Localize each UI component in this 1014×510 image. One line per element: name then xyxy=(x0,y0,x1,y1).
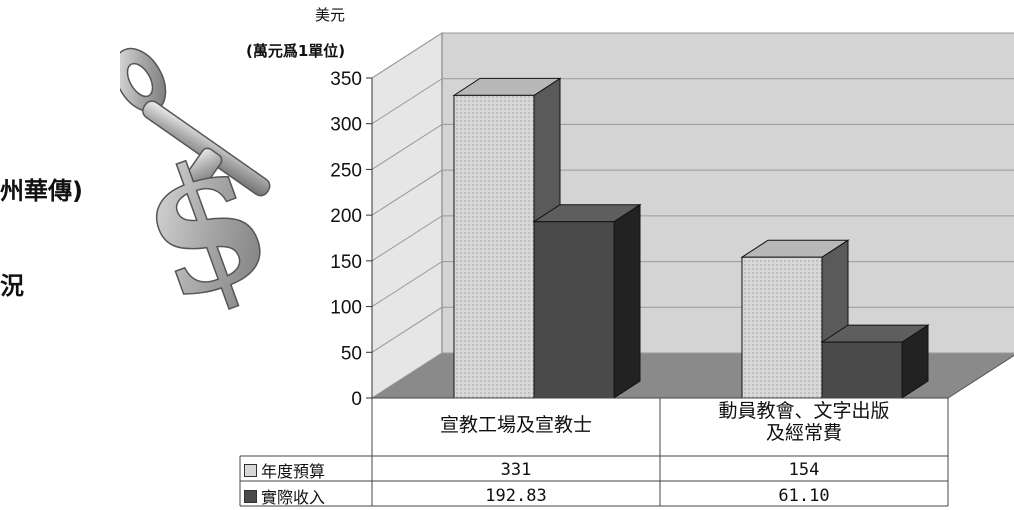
y-unit-sublabel: (萬元爲1單位) xyxy=(246,42,346,60)
category-label-0: 宣教工場及宣教士 xyxy=(372,414,660,436)
side-text-1: 州華傳) xyxy=(0,177,83,205)
grid-line xyxy=(371,169,1014,216)
y-tick-label: 350 xyxy=(330,69,362,90)
bar-front xyxy=(533,221,615,399)
category-label-1: 動員教會、文字出版 及經常費 xyxy=(660,400,948,444)
bar-front xyxy=(821,341,903,399)
legend-actual: 實際收入 xyxy=(244,484,325,508)
data-label-budget-0: 331 xyxy=(500,460,532,480)
bar-side xyxy=(613,203,641,399)
side-text-2: 況 xyxy=(0,272,24,300)
legend-label-actual: 實際收入 xyxy=(261,488,326,507)
data-label-actual-1: 61.10 xyxy=(778,486,830,506)
dollar-key-icon: $ xyxy=(120,47,296,320)
bars xyxy=(452,77,930,399)
data-label-budget-1: 154 xyxy=(788,460,820,480)
data-table-grid xyxy=(239,397,949,507)
y-tick-label: 250 xyxy=(330,160,362,181)
side-wall xyxy=(371,32,443,399)
legend-swatch-actual xyxy=(244,489,257,503)
grid-line xyxy=(371,123,1014,170)
y-tick-label: 0 xyxy=(351,389,362,410)
bar-front xyxy=(741,256,823,399)
y-tick-label: 150 xyxy=(330,252,362,273)
grid-line xyxy=(371,78,1014,125)
category-label-line: 及經常費 xyxy=(765,422,842,444)
bar-front xyxy=(453,94,535,399)
y-tick-label: 50 xyxy=(341,343,362,364)
bar-1-1 xyxy=(820,324,930,399)
legend-budget: 年度預算 xyxy=(244,458,325,482)
y-tick-label: 200 xyxy=(330,206,362,227)
legend-swatch-budget xyxy=(244,463,257,477)
category-label-line: 宣教工場及宣教士 xyxy=(439,414,592,436)
data-label-actual-0: 192.83 xyxy=(485,486,547,506)
grid-line xyxy=(371,32,1014,79)
y-tick-label: 100 xyxy=(330,298,362,319)
y-tick-label: 300 xyxy=(330,115,362,136)
category-label-line: 動員教會、文字出版 xyxy=(718,400,890,422)
y-unit-label: 美元 xyxy=(314,6,345,24)
grid-line xyxy=(371,215,1014,262)
bar-1-0 xyxy=(532,203,642,399)
y-axis: 0 50 100 150 200 250 300 350 xyxy=(330,69,373,410)
legend-label-budget: 年度預算 xyxy=(261,462,326,481)
